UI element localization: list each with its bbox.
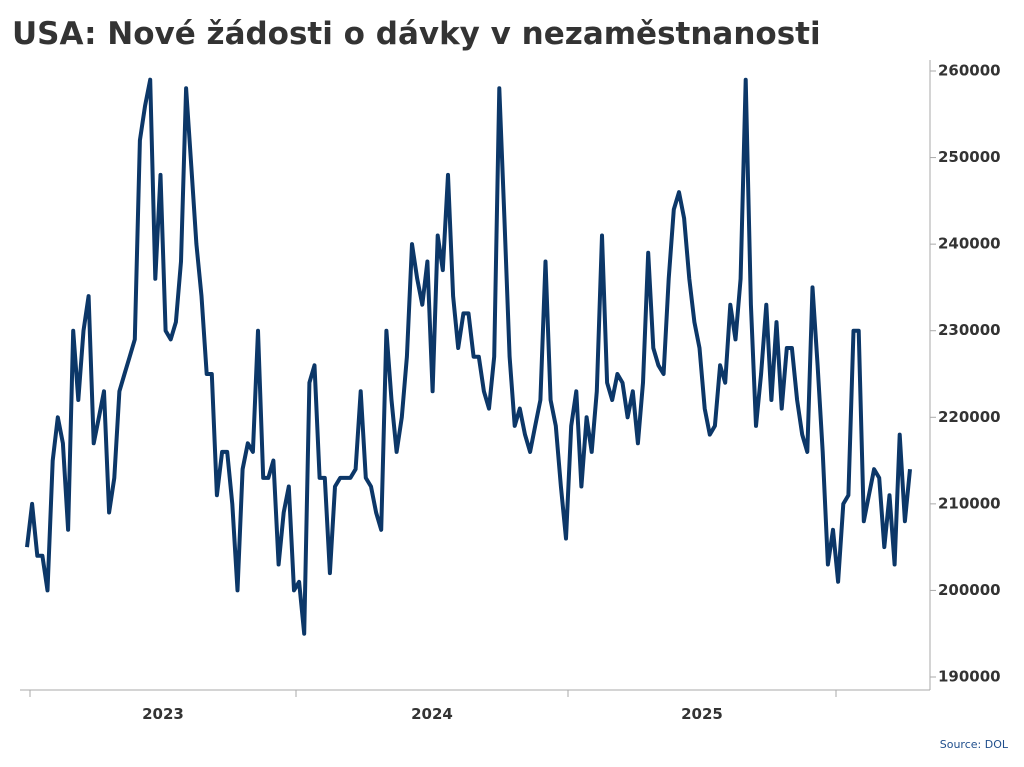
y-tick-label: 250000 <box>938 148 1001 166</box>
data-line <box>25 77 912 636</box>
y-tick-label: 210000 <box>938 494 1001 512</box>
x-tick-label: 2023 <box>142 705 184 723</box>
y-tick-label: 240000 <box>938 235 1001 253</box>
chart-title: USA: Nové žádosti o dávky v nezaměstnano… <box>12 16 821 52</box>
y-tick-label: 260000 <box>938 62 1001 80</box>
y-tick-label: 200000 <box>938 581 1001 599</box>
y-tick-label: 190000 <box>938 668 1001 686</box>
y-tick-label: 220000 <box>938 408 1001 426</box>
y-tick-label: 230000 <box>938 321 1001 339</box>
x-tick-label: 2025 <box>681 705 723 723</box>
source-note: Source: DOL <box>940 738 1009 751</box>
x-tick-label: 2024 <box>411 705 453 723</box>
